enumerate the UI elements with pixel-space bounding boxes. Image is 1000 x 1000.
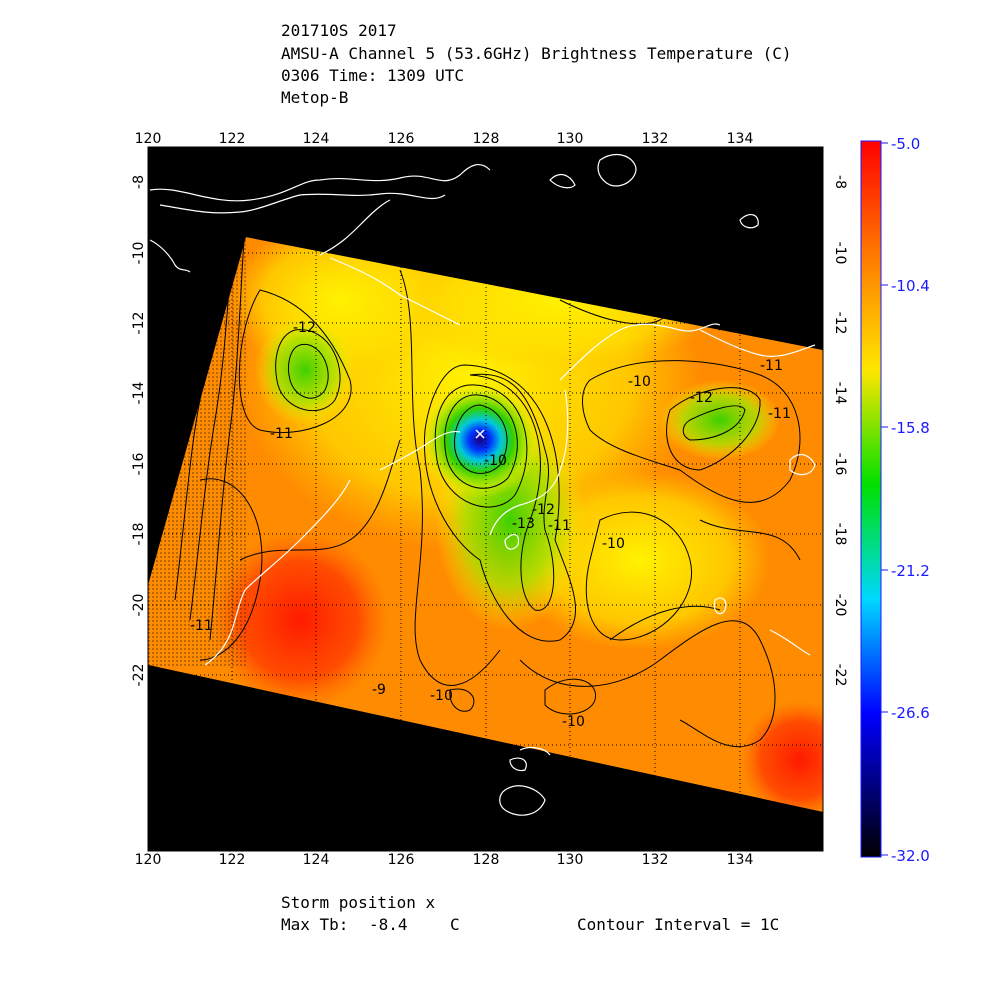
colorbar-labels: -5.0 -10.4 -15.8 -21.2 -26.6 -32.0 [891,135,930,865]
lon-tick: 128 [473,131,500,147]
lat-tick: -12 [832,312,848,335]
lat-tick: -16 [131,452,147,475]
contour-label: -10 [484,453,507,469]
lat-tick: -16 [832,453,848,476]
title-satellite: Metop-B [281,88,349,107]
lat-tick: -14 [131,381,147,404]
lon-tick: 124 [303,852,330,868]
title-time: 0306 Time: 1309 UTC [281,66,465,85]
lat-tick-labels-left: -8 -10 -12 -14 -16 -18 -20 -22 [131,175,147,686]
lon-tick: 124 [303,131,330,147]
lon-tick: 134 [727,852,754,868]
max-tb-label: Max Tb: [281,915,349,934]
contour-label: -12 [690,390,713,406]
colorbar-ticks [881,142,888,856]
colorbar-label: -5.0 [891,135,920,153]
contour-label: -10 [602,536,625,552]
contour-interval: Contour Interval = 1C [577,915,780,934]
contour-label: -11 [270,426,293,442]
lat-tick: -18 [832,523,848,546]
lon-tick: 122 [219,852,246,868]
lat-tick-labels-right: -8 -10 -12 -14 -16 -18 -20 -22 [832,175,848,686]
contour-label: -11 [548,518,571,534]
contour-label: -10 [430,688,453,704]
storm-position-legend: Storm position x [281,893,436,912]
lon-tick: 132 [642,852,669,868]
lat-tick: -8 [832,175,848,189]
lon-tick: 120 [135,852,162,868]
lon-tick: 126 [388,852,415,868]
contour-label: -11 [760,358,783,374]
colorbar-label: -26.6 [891,704,930,722]
contour-label: -12 [532,502,555,518]
lat-tick: -12 [131,312,147,335]
storm-position-marker [475,429,485,439]
lon-tick: 126 [388,131,415,147]
brightness-temperature-swath [148,237,823,812]
lon-tick: 120 [135,131,162,147]
contour-label: -10 [562,714,585,730]
lon-tick-labels-top: 120 122 124 126 128 130 132 134 [135,131,754,147]
max-tb-value: -8.4 [369,915,408,934]
contour-label: -12 [293,320,316,336]
lon-tick: 132 [642,131,669,147]
contour-labels: -11 -11 -12 -10 -12 -11 -10 -13 -12 -11 … [190,320,791,730]
contour-label: -11 [190,618,213,634]
lat-lon-grid [148,147,823,851]
colorbar-label: -32.0 [891,847,930,865]
contour-label: -11 [768,406,791,422]
title-product: AMSU-A Channel 5 (53.6GHz) Brightness Te… [281,44,792,63]
lat-tick: -22 [131,664,147,687]
lon-tick-labels-bottom: 120 122 124 126 128 130 132 134 [135,852,754,868]
contour-label: -10 [628,374,651,390]
lat-tick: -14 [832,382,848,405]
colorbar-label: -15.8 [891,419,930,437]
coastlines [149,153,816,816]
lat-tick: -10 [832,242,848,265]
lat-tick: -18 [131,523,147,546]
max-tb-unit: C [450,915,460,934]
colorbar [860,140,882,858]
contour-label: -13 [512,516,535,532]
colorbar-label: -10.4 [891,277,930,295]
lon-tick: 122 [219,131,246,147]
map-frame [147,146,824,852]
contour-label: -9 [372,682,386,698]
lat-tick: -8 [131,175,147,189]
title-storm-id: 201710S 2017 [281,21,397,40]
lon-tick: 130 [557,131,584,147]
lat-tick: -20 [131,594,147,617]
lat-tick: -20 [832,594,848,617]
lon-tick: 128 [473,852,500,868]
lon-tick: 134 [727,131,754,147]
lat-tick: -22 [832,664,848,687]
colorbar-label: -21.2 [891,562,930,580]
lat-tick: -10 [131,242,147,265]
lon-tick: 130 [557,852,584,868]
